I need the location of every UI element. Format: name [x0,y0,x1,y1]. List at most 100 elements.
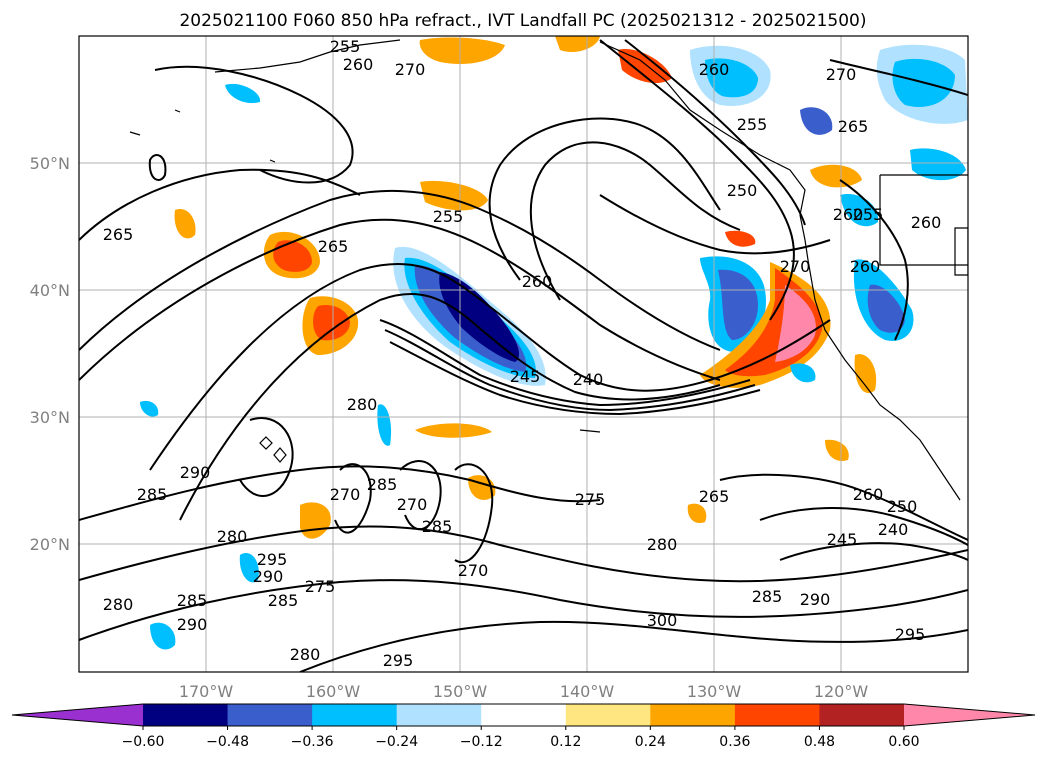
contour-label: 300 [647,611,678,630]
lat-label: 50°N [30,154,70,173]
colorbar-tick-label: −0.60 [122,734,165,750]
lon-label: 130°W [687,682,742,701]
colorbar-tick-label: 0.12 [550,734,581,750]
positive-field-s3 [415,423,492,438]
contour-label: 280 [103,595,134,614]
map-area: 255 260 270 260 270 265 255 250 265 255 … [79,36,968,672]
colorbar-tick-label: 0.48 [804,734,835,750]
contour-label: 285 [752,587,783,606]
contour-label: 250 [727,181,758,200]
contour-label: 280 [647,535,678,554]
lon-label: 160°W [306,682,361,701]
negative-field-sw1 [239,552,259,583]
contour-label: 290 [180,463,211,482]
coastlines [129,39,968,501]
contour-label: 240 [573,370,604,389]
contour-label-layer: 255 260 270 260 270 265 255 250 265 255 … [103,37,942,670]
colorbar-swatch [481,704,567,726]
contour-label: 295 [895,625,926,644]
lon-label: 140°W [560,682,615,701]
contour-label: 270 [826,65,857,84]
colorbar-tick-label: −0.48 [206,734,249,750]
contour-label: 285 [177,591,208,610]
colorbar-swatch [819,704,905,726]
contour-label: 270 [395,60,426,79]
contour-label: 260 [522,272,553,291]
contour-label: 255 [330,37,361,56]
contour-label: 250 [887,497,918,516]
positive-field-landfall-core [775,285,816,362]
graticule [79,36,968,672]
negative-field-sw2 [140,400,159,417]
negative-field-core [439,272,520,362]
latitude-labels: 50°N 40°N 30°N 20°N [30,154,70,554]
positive-field-e3 [725,230,756,247]
positive-field-w3 [174,209,196,239]
contour-label: 270 [780,257,811,276]
negative-field-e8 [790,363,816,383]
colorbar-tick-label: 0.36 [719,734,750,750]
negative-field-sw3 [377,404,392,446]
positive-field-w1-core [273,240,312,272]
contour-label: 285 [137,485,168,504]
contour-lines [79,39,968,672]
negative-field-ne3 [800,107,833,135]
contour-label: 265 [318,237,349,256]
colorbar-swatch [143,704,229,726]
positive-field-e1 [854,354,877,394]
lon-label: 170°W [179,682,234,701]
positive-field-n2 [419,37,505,65]
lat-label: 30°N [30,408,70,427]
lon-label: 150°W [433,682,488,701]
contour-label: 295 [383,651,414,670]
contour-label: 270 [458,561,489,580]
shaded-fields [140,36,968,650]
contour-label: 265 [103,225,134,244]
colorbar-tick-label: −0.24 [375,734,418,750]
contour-label: 265 [838,117,869,136]
positive-field-n3 [555,36,600,53]
colorbar-extension-max [904,704,1035,726]
contour-label: 255 [737,115,768,134]
contour-label: 275 [305,577,336,596]
negative-field-nw1 [225,83,261,104]
negative-field-east-core [718,269,758,340]
contour-label: 240 [878,520,909,539]
map-title: 2025021100 F060 850 hPa refract., IVT La… [179,11,866,31]
contour-label: 285 [422,517,453,536]
colorbar-swatch [312,704,398,726]
contour-label: 265 [699,487,730,506]
contour-label: 255 [853,205,884,224]
contour-label: 255 [433,207,464,226]
colorbar-tick-label: −0.12 [460,734,503,750]
colorbar-swatch [396,704,482,726]
colorbar-swatch [565,704,651,726]
colorbar-tick-label: 0.24 [635,734,666,750]
positive-field-w2-core [313,304,350,341]
negative-field-e7 [910,148,966,181]
contour-label: 280 [290,645,321,664]
contour-label: 285 [367,475,398,494]
contour-label: 260 [853,485,884,504]
contour-label: 280 [347,395,378,414]
map-frame [78,35,969,673]
negative-field-e6 [840,194,879,227]
positive-field-e5 [687,503,707,524]
longitude-labels: 170°W 160°W 150°W 140°W 130°W 120°W [179,682,869,701]
contour-label: 285 [268,591,299,610]
colorbar-swatch [227,704,313,726]
positive-field-e4 [825,439,849,461]
contour-label: 260 [850,257,881,276]
contour-label: 260 [911,213,942,232]
lat-label: 40°N [30,281,70,300]
contour-label: 275 [575,490,606,509]
contour-label: 260 [833,205,864,224]
negative-field-coast-core [867,284,905,333]
colorbar-tick-label: −0.36 [291,734,334,750]
colorbar: −0.60 −0.48 −0.36 −0.24 −0.12 0.12 0.24 0.36 0.4… [11,703,1036,750]
contour-label: 270 [397,495,428,514]
colorbar-swatch [650,704,736,726]
contour-label: 245 [510,367,541,386]
lon-label: 120°W [814,682,869,701]
negative-field-sw4 [150,622,176,650]
